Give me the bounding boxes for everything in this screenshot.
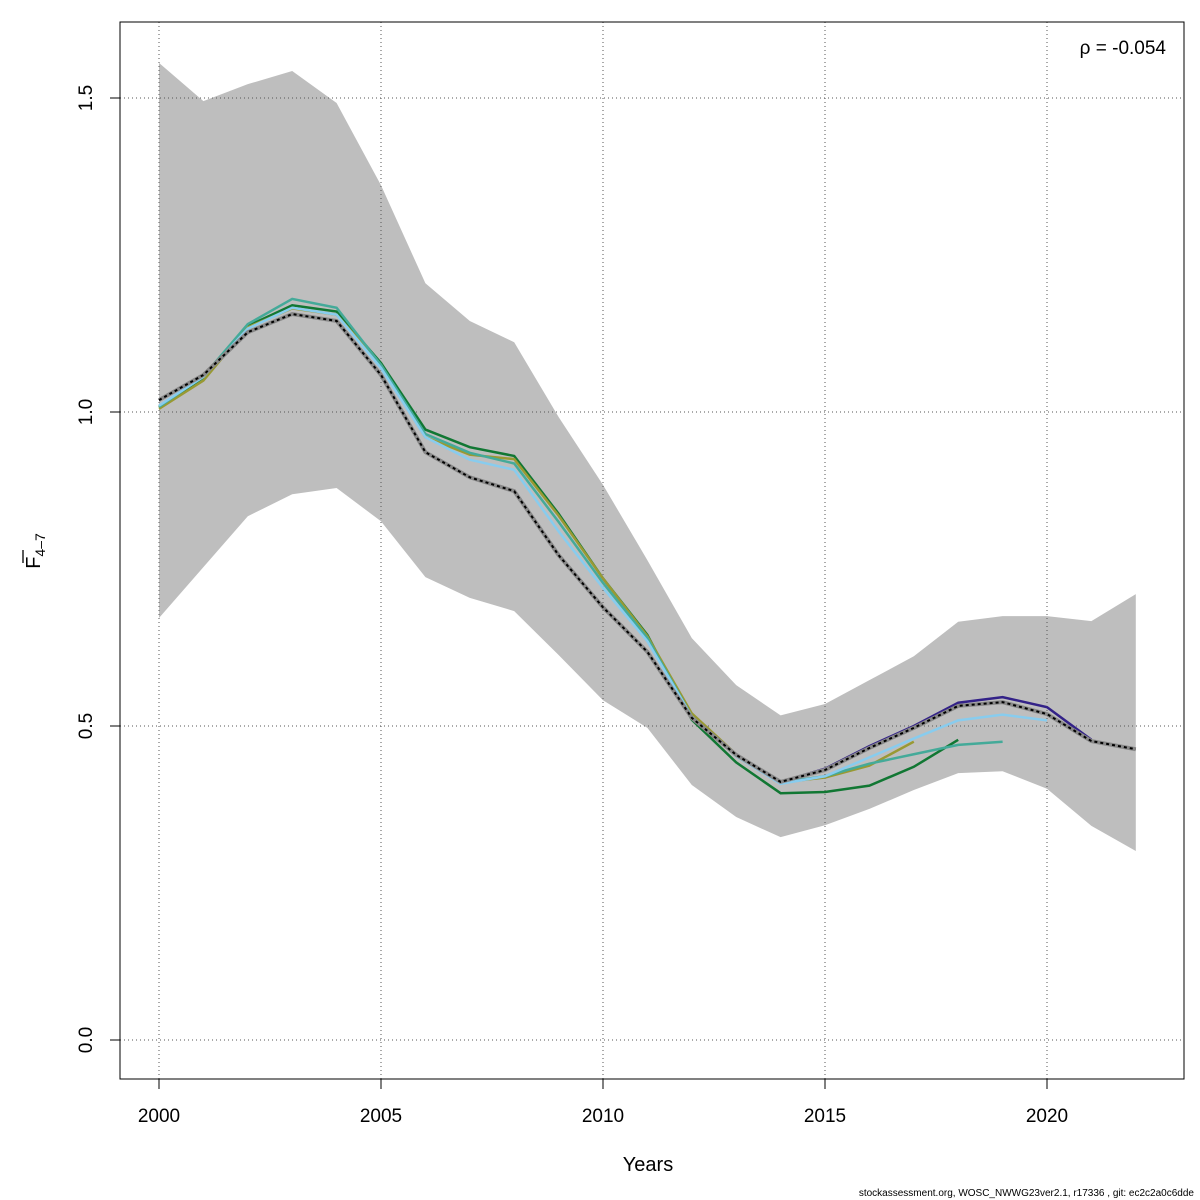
y-axis-label-sub: 4–7 [32,533,48,557]
series-line-peel-2 [158,306,1048,786]
x-tick-label: 2000 [138,1106,180,1127]
series-line-base [158,313,1136,783]
y-tick-label: 0.5 [76,713,97,739]
y-axis-label: F4–7 [22,533,48,569]
footer-text: stockassessment.org, WOSC_NWWG23ver2.1, … [859,1188,1195,1199]
y-tick-label: 1.5 [76,85,97,111]
plot-frame [119,21,1185,1080]
x-tick-label: 2010 [582,1106,624,1127]
confidence-band [159,62,1136,851]
x-axis-label: Years [623,1154,673,1176]
y-tick-label: 0.0 [76,1027,97,1053]
x-tick-label: 2015 [804,1106,846,1127]
y-tick-label: 1.0 [76,399,97,425]
x-tick-label: 2005 [360,1106,402,1127]
svg-text:F4–7: F4–7 [23,533,48,569]
rho-annotation: ρ = -0.054 [1080,38,1167,59]
y-axis-label-main: F [23,557,45,569]
x-tick-label: 2020 [1026,1106,1068,1127]
series-line-peel-3 [158,297,1003,784]
